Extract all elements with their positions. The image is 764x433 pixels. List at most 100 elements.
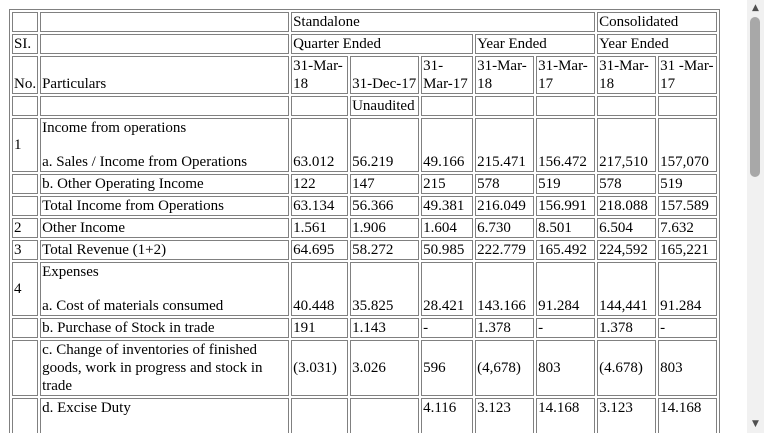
value-cell: 216.049: [475, 196, 535, 216]
empty-cell: [658, 96, 718, 116]
row-label: b. Purchase of Stock in trade: [40, 318, 290, 338]
row-label: d. Excise Duty: [40, 398, 290, 433]
value-cell: 1.906: [350, 218, 420, 238]
scroll-down-arrow-icon[interactable]: ▼: [752, 419, 759, 429]
scrollbar-thumb[interactable]: [750, 17, 760, 177]
value-cell: 803: [658, 340, 718, 396]
value-cell: 519: [536, 174, 596, 194]
scroll-up-arrow-icon[interactable]: ▲: [752, 3, 759, 13]
value-cell: 49.166: [421, 118, 474, 172]
row-sl-number: 2: [12, 218, 39, 238]
table-row: 3 Total Revenue (1+2) 64.695 58.272 50.9…: [12, 240, 718, 260]
table-row: Total Income from Operations 63.134 56.3…: [12, 196, 718, 216]
standalone-header: Standalone: [291, 12, 596, 32]
value-cell: 58.272: [350, 240, 420, 260]
empty-cell: [40, 34, 290, 54]
row-sl-number: [12, 398, 39, 433]
date-header: 31 -Mar-17: [658, 56, 718, 94]
value-cell: 157.589: [658, 196, 718, 216]
date-header: 31-Mar-17: [421, 56, 474, 94]
section-heading: Income from operations: [42, 120, 187, 136]
empty-cell: [40, 12, 290, 32]
row-sl-number: [12, 174, 39, 194]
row-label: a. Cost of materials consumed: [42, 298, 224, 314]
empty-cell: [12, 96, 39, 116]
value-cell: 143.166: [475, 262, 535, 316]
value-cell: [350, 398, 420, 433]
table-row: d. Excise Duty 4.116 3.123 14.168 3.123 …: [12, 398, 718, 433]
value-cell: 156.472: [536, 118, 596, 172]
value-cell: 56.219: [350, 118, 420, 172]
value-cell: 1.378: [475, 318, 535, 338]
value-cell: 222.779: [475, 240, 535, 260]
table-row: b. Purchase of Stock in trade 191 1.143 …: [12, 318, 718, 338]
table-row: 4 Expenses a. Cost of materials consumed…: [12, 262, 718, 316]
table-row: b. Other Operating Income 122 147 215 57…: [12, 174, 718, 194]
no-header: No.: [12, 56, 39, 94]
date-header: 31-Mar-18: [597, 56, 657, 94]
document-viewport: Standalone Consolidated SI. Quarter Ende…: [9, 9, 721, 433]
value-cell: 157,070: [658, 118, 718, 172]
value-cell: 578: [475, 174, 535, 194]
value-cell: 1.604: [421, 218, 474, 238]
value-cell: 217,510: [597, 118, 657, 172]
value-cell: 165,221: [658, 240, 718, 260]
row-label: Other Income: [40, 218, 290, 238]
empty-cell: [12, 12, 39, 32]
value-cell: 215: [421, 174, 474, 194]
value-cell: 215.471: [475, 118, 535, 172]
header-row-1: Standalone Consolidated: [12, 12, 718, 32]
date-header: 31-Mar-18: [475, 56, 535, 94]
year-ended-consolidated-header: Year Ended: [597, 34, 718, 54]
value-cell: 519: [658, 174, 718, 194]
vertical-scrollbar[interactable]: ▲ ▼: [747, 0, 764, 433]
value-cell: 4.116: [421, 398, 474, 433]
value-cell: 6.504: [597, 218, 657, 238]
financial-results-table: Standalone Consolidated SI. Quarter Ende…: [9, 9, 721, 433]
value-cell: 40.448: [291, 262, 349, 316]
value-cell: [291, 398, 349, 433]
value-cell: 56.366: [350, 196, 420, 216]
consolidated-header: Consolidated: [597, 12, 718, 32]
value-cell: 63.012: [291, 118, 349, 172]
value-cell: (4.678): [597, 340, 657, 396]
sl-header: SI.: [12, 34, 39, 54]
value-cell: 147: [350, 174, 420, 194]
value-cell: -: [658, 318, 718, 338]
row-sl-number: [12, 340, 39, 396]
header-row-3: No. Particulars 31-Mar-18 31-Dec-17 31-M…: [12, 56, 718, 94]
value-cell: 49.381: [421, 196, 474, 216]
value-cell: 165.492: [536, 240, 596, 260]
value-cell: 8.501: [536, 218, 596, 238]
value-cell: 3.026: [350, 340, 420, 396]
row-sl-number: 1: [12, 118, 39, 172]
value-cell: 1.561: [291, 218, 349, 238]
date-header: 31-Mar-17: [536, 56, 596, 94]
value-cell: 122: [291, 174, 349, 194]
value-cell: 50.985: [421, 240, 474, 260]
empty-cell: [291, 96, 349, 116]
header-row-4: Unaudited: [12, 96, 718, 116]
empty-cell: [475, 96, 535, 116]
section-heading: Expenses: [42, 264, 99, 280]
value-cell: 218.088: [597, 196, 657, 216]
header-row-2: SI. Quarter Ended Year Ended Year Ended: [12, 34, 718, 54]
row-label: c. Change of inventories of finished goo…: [40, 340, 290, 396]
value-cell: 224,592: [597, 240, 657, 260]
value-cell: 63.134: [291, 196, 349, 216]
row-label: Total Revenue (1+2): [40, 240, 290, 260]
value-cell: 596: [421, 340, 474, 396]
row-sl-number: 4: [12, 262, 39, 316]
value-cell: 14.168: [658, 398, 718, 433]
year-ended-standalone-header: Year Ended: [475, 34, 596, 54]
value-cell: 1.143: [350, 318, 420, 338]
value-cell: (4,678): [475, 340, 535, 396]
value-cell: 578: [597, 174, 657, 194]
quarter-ended-header: Quarter Ended: [291, 34, 474, 54]
value-cell: 144,441: [597, 262, 657, 316]
value-cell: 3.123: [475, 398, 535, 433]
row-sl-number: [12, 196, 39, 216]
value-cell: 14.168: [536, 398, 596, 433]
value-cell: 91.284: [658, 262, 718, 316]
row-particulars: Income from operations a. Sales / Income…: [40, 118, 290, 172]
